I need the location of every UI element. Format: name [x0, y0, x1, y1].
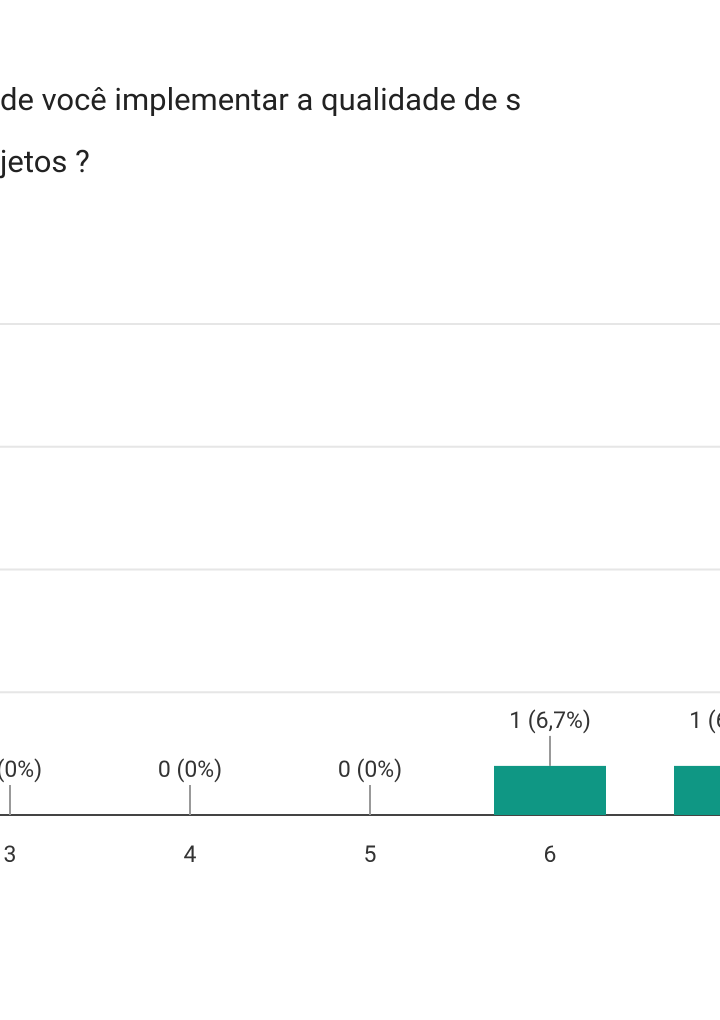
x-tick-label: 6 [544, 841, 557, 868]
x-tick-label: 5 [364, 841, 377, 868]
chart-title: de você implementar a qualidade de s [0, 81, 521, 118]
value-label: 1 (6,7%) [509, 707, 591, 734]
x-tick-label: 4 [184, 841, 197, 868]
x-tick-label: 3 [4, 841, 17, 868]
value-label: 0 (0%) [158, 756, 222, 783]
value-label: 0 (0%) [0, 756, 42, 783]
bar [674, 765, 720, 815]
value-label: 1 (6,7%) [689, 707, 720, 734]
chart-title: jetos ? [0, 143, 90, 180]
bar [494, 765, 606, 815]
value-label: 0 (0%) [338, 756, 402, 783]
